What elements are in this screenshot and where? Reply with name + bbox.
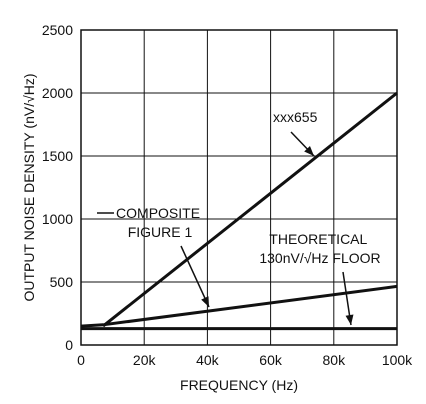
y-tick-label: 500 [50,274,74,290]
series-composite [80,284,398,328]
y-tick-label: 1000 [42,211,73,227]
x-axis-title: FREQUENCY (Hz) [180,377,298,393]
y-tick-labels: 0 500 1000 1500 2000 2500 [42,22,73,353]
label-composite: COMPOSITE FIGURE 1 [116,205,204,240]
x-tick-label: 0 [77,352,85,368]
x-tick-label: 80k [323,352,347,368]
label-xxx655: xxx655 [273,109,318,125]
arrowhead-theoretical [345,314,354,325]
y-tick-label: 0 [65,337,73,353]
y-tick-label: 1500 [42,148,73,164]
x-tick-labels: 0 20k 40k 60k 80k 100k [77,352,413,368]
arrow-composite [180,245,210,308]
series-xxx655 [102,91,398,328]
y-axis-title: OUTPUT NOISE DENSITY (nV/√Hz) [21,73,37,301]
plot-frame [80,29,398,346]
x-tick-label: 100k [382,352,413,368]
grid [81,30,397,345]
series-lines [80,91,398,331]
y-tick-label: 2500 [42,22,73,38]
x-tick-label: 40k [196,352,220,368]
x-tick-label: 60k [259,352,283,368]
x-tick-label: 20k [133,352,157,368]
label-theoretical: THEORETICAL 130nV/√Hz FLOOR [259,231,380,266]
arrowhead-xxx655 [304,146,314,156]
y-tick-label: 2000 [42,85,73,101]
arrowhead-composite [201,296,209,307]
